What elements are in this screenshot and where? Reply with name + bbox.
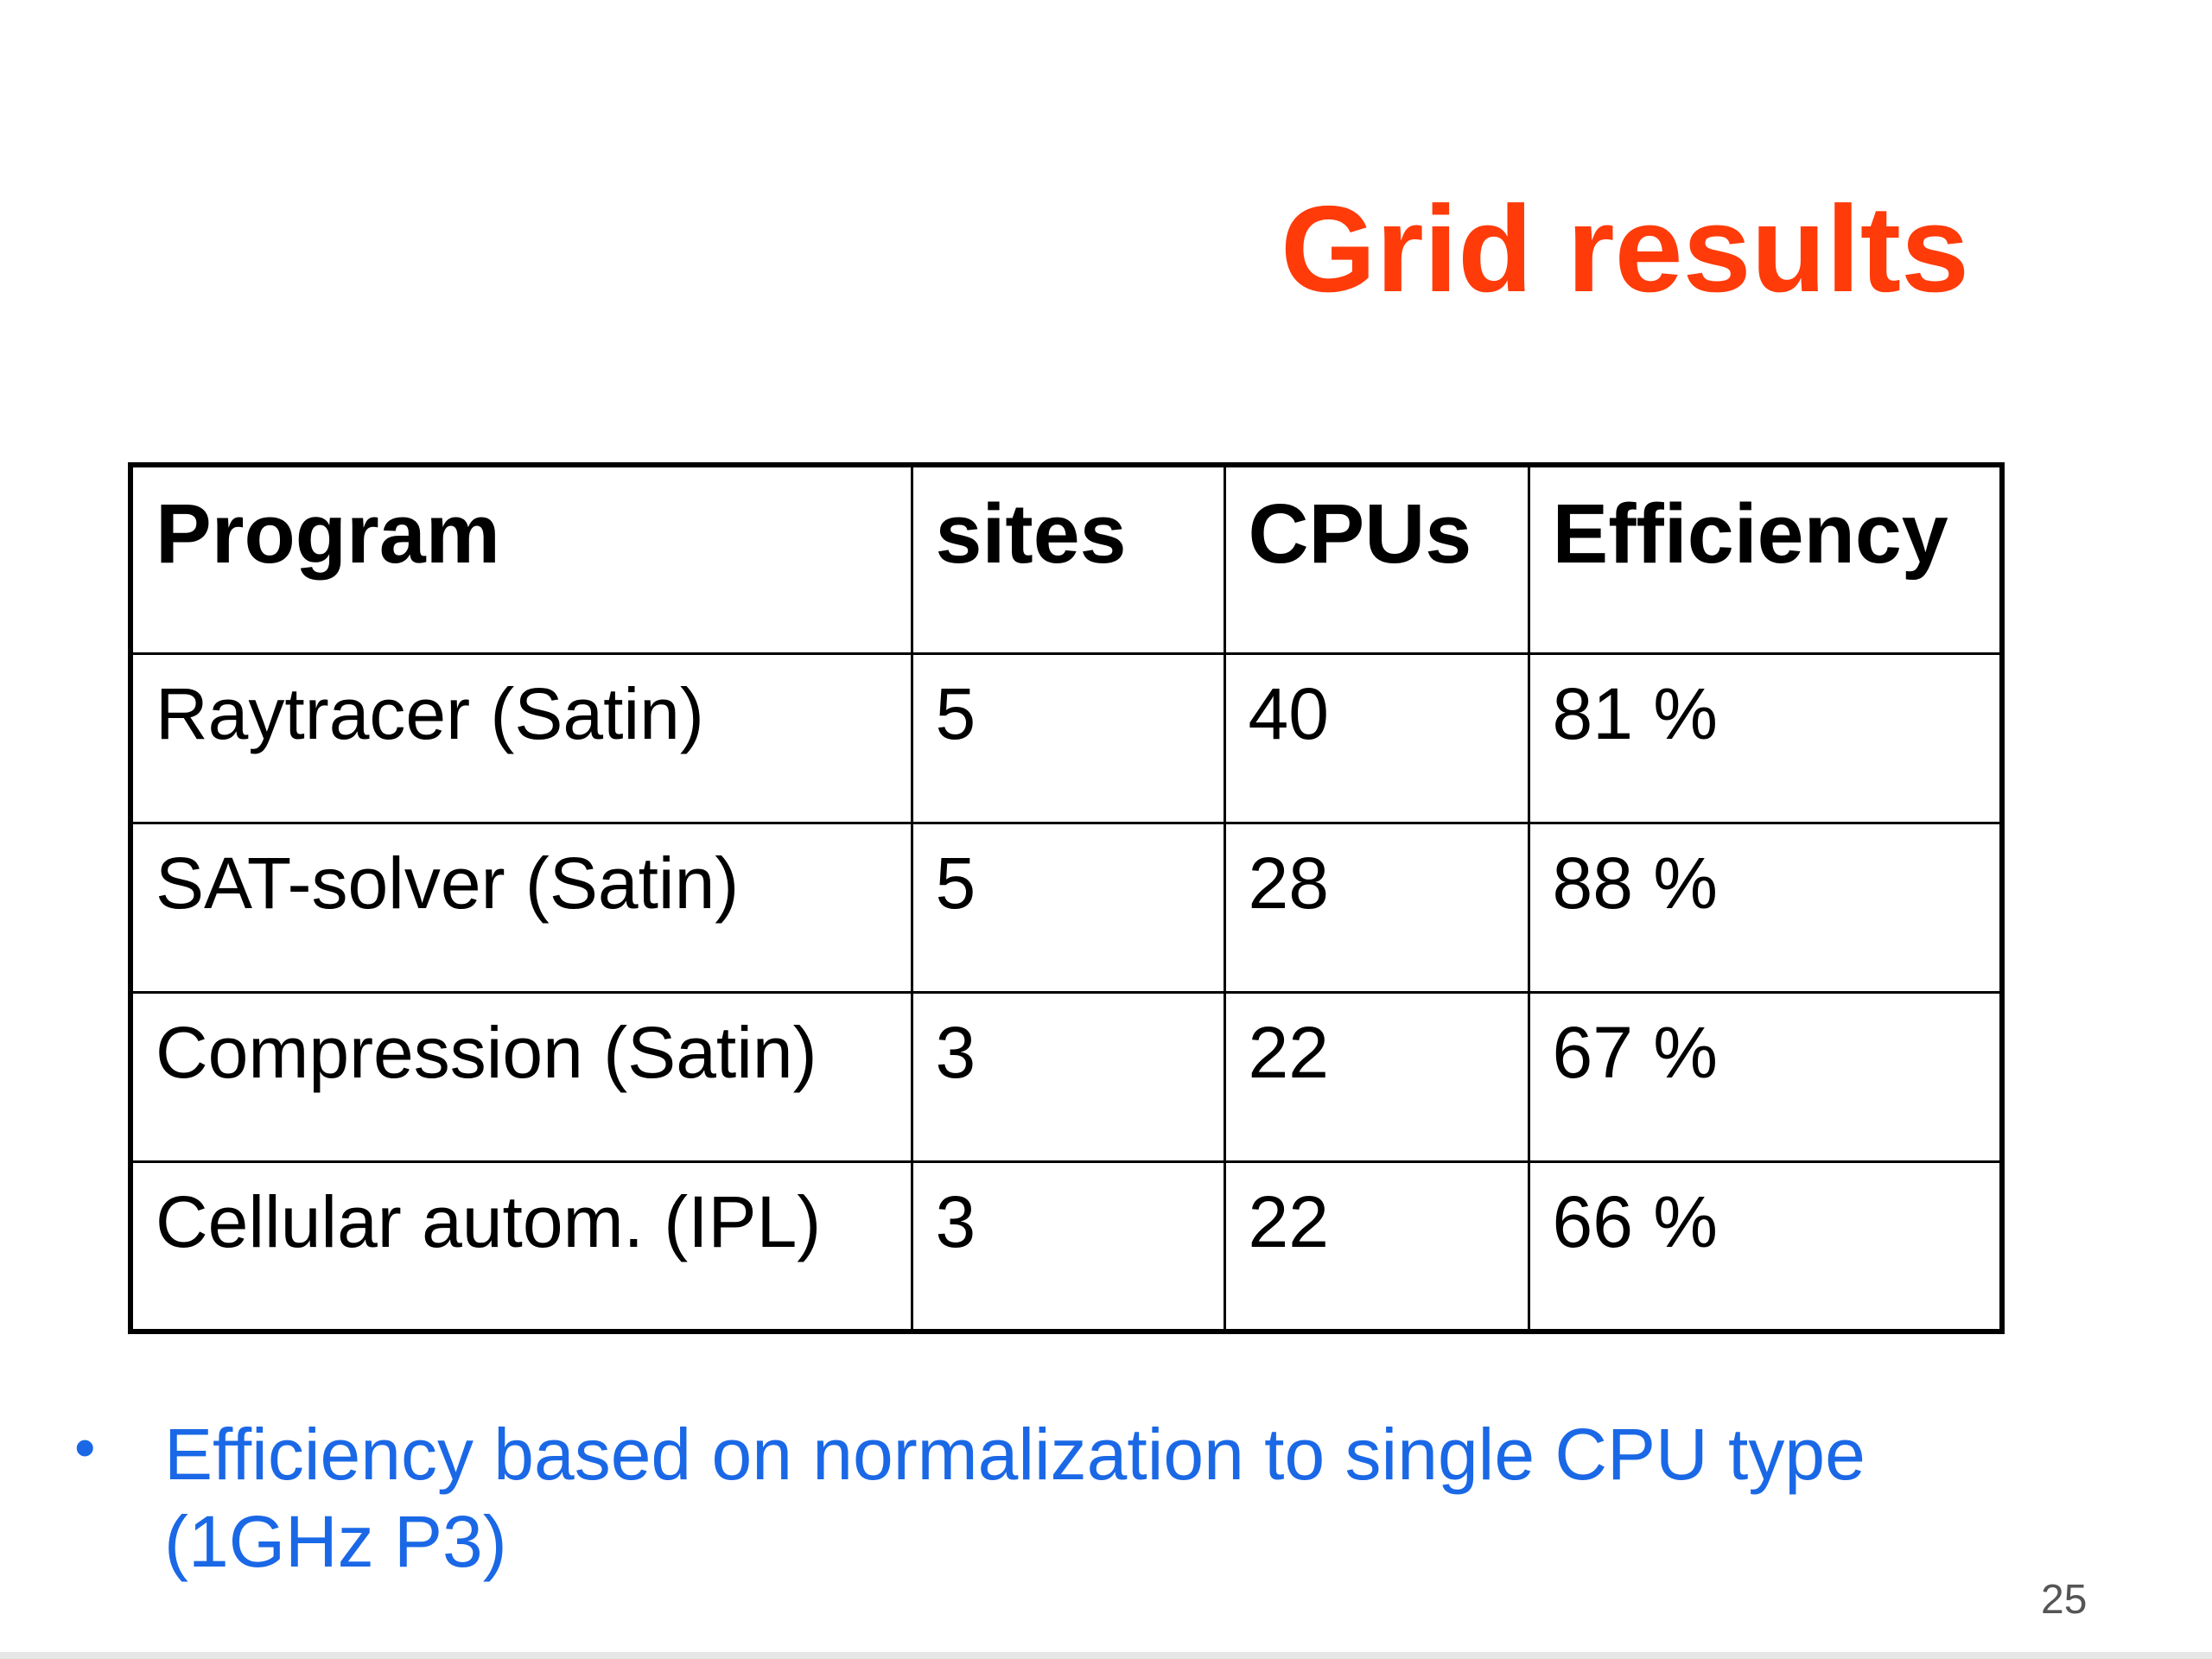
cell-sites: 5 [910,652,1226,824]
header-efficiency: Efficiency [1527,463,2004,655]
cell-cpus: 28 [1223,822,1530,994]
page-number: 25 [2041,1577,2088,1623]
cell-cpus: 22 [1223,991,1530,1163]
header-cpus: CPUs [1223,463,1530,655]
table-row: Compression (Satin) 3 22 67 % [129,991,2004,1163]
note-bullet-item: • Efficiency based on normalization to s… [74,1411,2062,1586]
cell-efficiency: 67 % [1527,991,2004,1163]
cell-program: Cellular autom. (IPL) [129,1160,913,1332]
bottom-divider [0,1652,2212,1659]
table-row: SAT-solver (Satin) 5 28 88 % [129,822,2004,994]
table-row: Cellular autom. (IPL) 3 22 66 % [129,1160,2004,1332]
cell-sites: 5 [910,822,1226,994]
cell-cpus: 22 [1223,1160,1530,1332]
slide-title: Grid results [1281,181,1970,318]
cell-program: SAT-solver (Satin) [129,822,913,994]
table-header-row: Program sites CPUs Efficiency [129,463,2004,655]
cell-efficiency: 88 % [1527,822,2004,994]
cell-sites: 3 [910,991,1226,1163]
results-table: Program sites CPUs Efficiency Raytracer … [128,462,2005,1334]
cell-efficiency: 81 % [1527,652,2004,824]
table-row: Raytracer (Satin) 5 40 81 % [129,652,2004,824]
bullet-icon: • [74,1414,96,1481]
cell-program: Raytracer (Satin) [129,652,913,824]
cell-efficiency: 66 % [1527,1160,2004,1332]
cell-cpus: 40 [1223,652,1530,824]
header-sites: sites [910,463,1226,655]
note-text: Efficiency based on normalization to sin… [164,1414,1866,1582]
header-program: Program [129,463,913,655]
cell-program: Compression (Satin) [129,991,913,1163]
cell-sites: 3 [910,1160,1226,1332]
